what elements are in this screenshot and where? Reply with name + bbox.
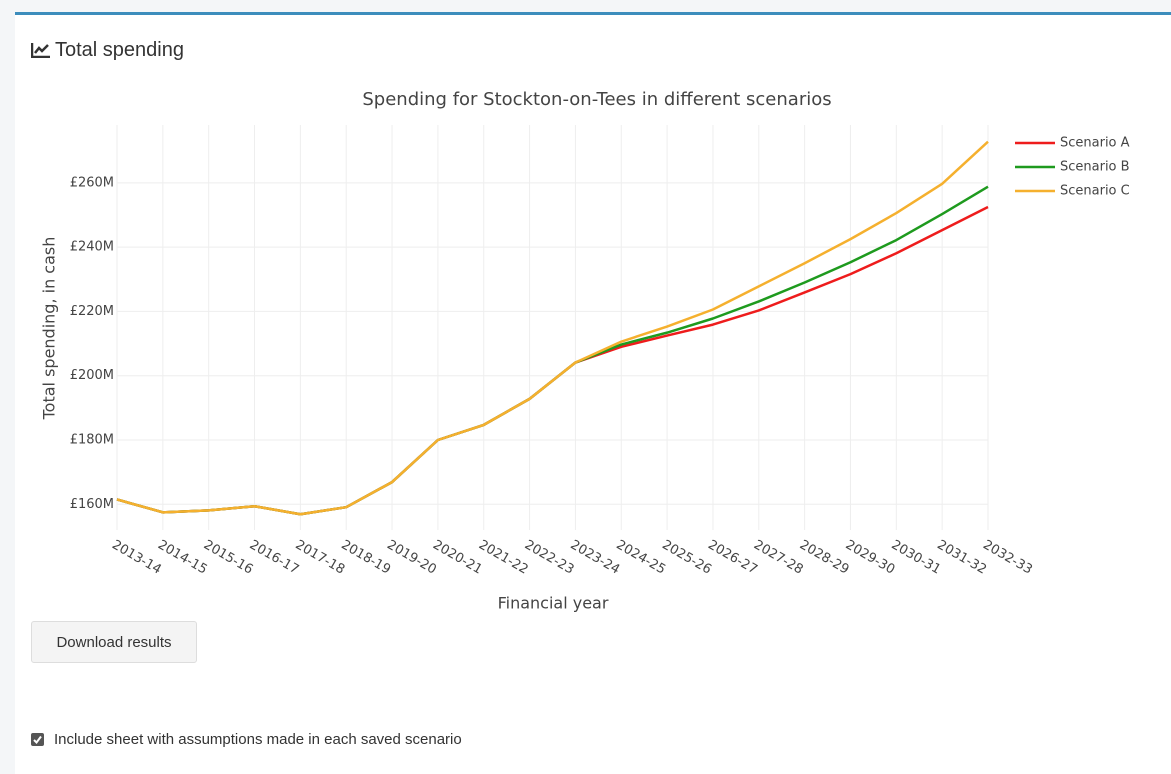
- panel: Total spending Download results Include …: [15, 12, 1171, 774]
- checkbox[interactable]: [31, 733, 44, 746]
- checkbox-row[interactable]: Include sheet with assumptions made in e…: [31, 731, 462, 748]
- download-button[interactable]: Download results: [31, 621, 197, 663]
- panel-header: Total spending: [30, 39, 184, 62]
- checkbox-label: Include sheet with assumptions made in e…: [54, 731, 462, 748]
- panel-title: Total spending: [55, 39, 184, 61]
- chart-icon: [30, 43, 50, 59]
